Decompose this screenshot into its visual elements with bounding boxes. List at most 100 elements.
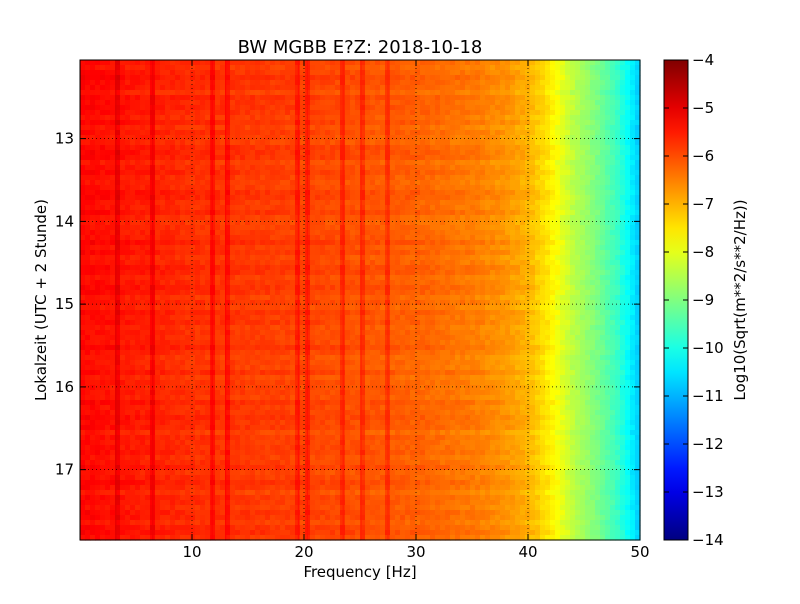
heatmap-cell [630,160,636,166]
heatmap-cell [625,230,631,236]
heatmap-cell [510,210,516,216]
heatmap-cell [420,85,426,91]
heatmap-cell [395,170,401,176]
heatmap-cell [455,210,461,216]
heatmap-cell [190,145,196,151]
heatmap-cell [175,95,181,101]
heatmap-cell [310,95,316,101]
heatmap-cell [390,115,396,121]
heatmap-cell [530,255,536,261]
heatmap-cell [510,250,516,256]
heatmap-cell [205,205,211,211]
heatmap-cell [290,220,296,226]
heatmap-cell [440,135,446,141]
heatmap-cell [550,145,556,151]
heatmap-cell [425,130,431,136]
heatmap-cell [570,265,576,271]
heatmap-cell [100,170,106,176]
heatmap-cell [555,90,561,96]
heatmap-cell [510,220,516,226]
heatmap-cell [600,100,606,106]
heatmap-cell [565,70,571,76]
heatmap-cell [245,235,251,241]
heatmap-cell [365,190,371,196]
heatmap-cell [210,120,216,126]
heatmap-cell [480,210,486,216]
heatmap-cell [130,220,136,226]
heatmap-cell [240,145,246,151]
heatmap-cell [355,275,361,281]
heatmap-cell [555,185,561,191]
heatmap-cell [510,130,516,136]
heatmap-cell [435,215,441,221]
heatmap-cell [125,160,131,166]
heatmap-cell [315,155,321,161]
heatmap-cell [370,210,376,216]
heatmap-cell [275,205,281,211]
heatmap-cell [505,110,511,116]
heatmap-cell [115,195,121,201]
heatmap-cell [390,170,396,176]
heatmap-cell [220,280,226,286]
heatmap-cell [570,245,576,251]
heatmap-cell [605,185,611,191]
heatmap-cell [330,165,336,171]
heatmap-cell [335,270,341,276]
heatmap-cell [430,155,436,161]
heatmap-cell [135,125,141,131]
heatmap-cell [555,230,561,236]
heatmap-cell [415,200,421,206]
heatmap-cell [335,195,341,201]
heatmap-cell [540,145,546,151]
heatmap-cell [425,75,431,81]
heatmap-cell [155,145,161,151]
heatmap-cell [215,260,221,266]
heatmap-cell [500,195,506,201]
heatmap-cell [445,235,451,241]
heatmap-cell [500,100,506,106]
heatmap-cell [270,105,276,111]
heatmap-cell [435,105,441,111]
heatmap-cell [380,105,386,111]
heatmap-cell [495,95,501,101]
heatmap-cell [240,210,246,216]
heatmap-cell [580,235,586,241]
heatmap-cell [490,265,496,271]
heatmap-cell [105,270,111,276]
heatmap-cell [285,275,291,281]
heatmap-cell [370,60,376,66]
heatmap-cell [595,240,601,246]
heatmap-cell [190,130,196,136]
heatmap-cell [620,175,626,181]
heatmap-cell [225,80,231,86]
heatmap-cell [485,125,491,131]
heatmap-cell [250,190,256,196]
heatmap-cell [210,175,216,181]
heatmap-cell [365,220,371,226]
heatmap-cell [250,60,256,66]
heatmap-cell [210,210,216,216]
heatmap-cell [130,140,136,146]
heatmap-cell [470,210,476,216]
heatmap-cell [165,105,171,111]
heatmap-cell [350,190,356,196]
heatmap-cell [405,120,411,126]
heatmap-cell [200,265,206,271]
heatmap-cell [550,265,556,271]
heatmap-cell [435,250,441,256]
heatmap-cell [630,270,636,276]
heatmap-cell [635,275,641,281]
heatmap-cell [575,105,581,111]
heatmap-cell [415,195,421,201]
heatmap-cell [390,275,396,281]
heatmap-cell [570,115,576,121]
heatmap-cell [300,235,306,241]
heatmap-cell [635,195,641,201]
heatmap-cell [170,180,176,186]
heatmap-cell [105,75,111,81]
heatmap-cell [105,230,111,236]
heatmap-cell [365,215,371,221]
heatmap-cell [610,235,616,241]
heatmap-cell [235,195,241,201]
heatmap-cell [130,210,136,216]
